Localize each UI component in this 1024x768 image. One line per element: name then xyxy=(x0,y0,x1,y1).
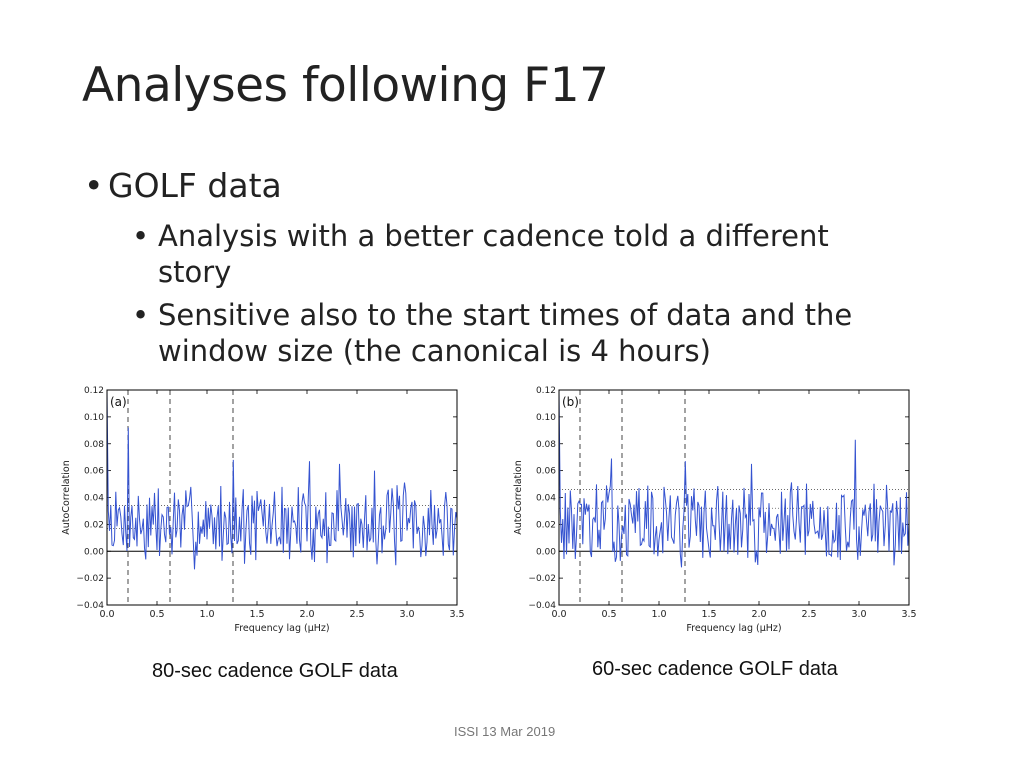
x-tick-label: 2.0 xyxy=(299,609,314,620)
y-tick-label: 0.12 xyxy=(536,386,556,396)
caption-plot-b: 60-sec cadence GOLF data xyxy=(592,658,838,680)
x-tick-label: 2.0 xyxy=(751,609,766,620)
x-tick-label: 0.0 xyxy=(99,609,114,620)
plot-b-svg: 0.120.100.080.060.040.020.00−0.02−0.040.… xyxy=(513,386,917,634)
autocorrelation-plot-b: 0.12 0.10 0.08 0.06 0.04 0.02 0.00 −0.02 −0.04 0.… xyxy=(508,380,928,640)
x-tick-label: 0.5 xyxy=(149,609,164,620)
bullet-marker: • xyxy=(132,298,150,332)
y-tick-label: 0.10 xyxy=(84,413,104,423)
x-tick-label: 1.0 xyxy=(651,609,666,620)
y-tick-label: 0.02 xyxy=(84,520,104,530)
caption-plot-a: 80-sec cadence GOLF data xyxy=(152,660,398,682)
y-axis-label: AutoCorrelation xyxy=(61,460,72,534)
panel-label: (a) xyxy=(110,395,127,409)
x-tick-label: 0.0 xyxy=(551,609,566,620)
x-tick-label: 3.0 xyxy=(399,609,414,620)
sub-bullet-text-line2: window size (the canonical is 4 hours) xyxy=(158,334,711,368)
y-tick-label: 0.00 xyxy=(536,547,556,557)
x-axis-label: Frequency lag (μHz) xyxy=(234,623,329,634)
bullet-marker: • xyxy=(132,219,150,253)
bullet-marker: • xyxy=(84,166,104,205)
slide-footer: ISSI 13 Mar 2019 xyxy=(454,724,556,739)
sub-bullet-text-line1: Analysis with a better cadence told a di… xyxy=(158,219,829,253)
plot-frame xyxy=(106,389,458,606)
x-tick-label: 1.5 xyxy=(701,609,716,620)
x-tick-label: 2.5 xyxy=(349,609,364,620)
sub-bullet-text-line2: story xyxy=(158,255,232,289)
autocorrelation-series-line xyxy=(558,389,910,568)
y-tick-label: 0.04 xyxy=(536,494,556,504)
y-axis-label: AutoCorrelation xyxy=(513,460,524,534)
y-tick-label: 0.12 xyxy=(84,386,104,396)
y-tick-label: 0.02 xyxy=(536,520,556,530)
y-tick-label: 0.06 xyxy=(84,467,104,477)
x-axis-label: Frequency lag (μHz) xyxy=(686,623,781,634)
slide-title: Analyses following F17 xyxy=(82,58,609,113)
y-tick-label: 0.08 xyxy=(536,440,556,450)
y-tick-label: 0.00 xyxy=(84,547,104,557)
y-tick-label: −0.02 xyxy=(76,574,104,584)
bullet-text: GOLF data xyxy=(108,166,282,205)
y-tick-label: −0.04 xyxy=(528,601,556,611)
plot-frame xyxy=(558,389,910,606)
x-tick-label: 3.0 xyxy=(851,609,866,620)
y-tick-label: 0.04 xyxy=(84,494,104,504)
x-tick-label: 0.5 xyxy=(601,609,616,620)
y-tick-label: 0.06 xyxy=(536,467,556,477)
x-tick-label: 1.0 xyxy=(199,609,214,620)
y-tick-label: −0.02 xyxy=(528,574,556,584)
autocorrelation-plot-a: 0.12 0.10 0.08 0.06 0.04 0.02 0.00 −0.02 −0.04 0.… xyxy=(56,380,476,640)
y-tick-label: 0.10 xyxy=(536,413,556,423)
x-tick-label: 3.5 xyxy=(901,609,916,620)
x-tick-label: 2.5 xyxy=(801,609,816,620)
x-tick-label: 1.5 xyxy=(249,609,264,620)
panel-label: (b) xyxy=(562,395,579,409)
sub-bullet-text-line1: Sensitive also to the start times of dat… xyxy=(158,298,853,332)
autocorrelation-series-line xyxy=(106,389,458,570)
plot-a-svg: 0.120.100.080.060.040.020.00−0.02−0.040.… xyxy=(61,386,465,634)
x-tick-label: 3.5 xyxy=(449,609,464,620)
y-tick-label: 0.08 xyxy=(84,440,104,450)
y-tick-label: −0.04 xyxy=(76,601,104,611)
